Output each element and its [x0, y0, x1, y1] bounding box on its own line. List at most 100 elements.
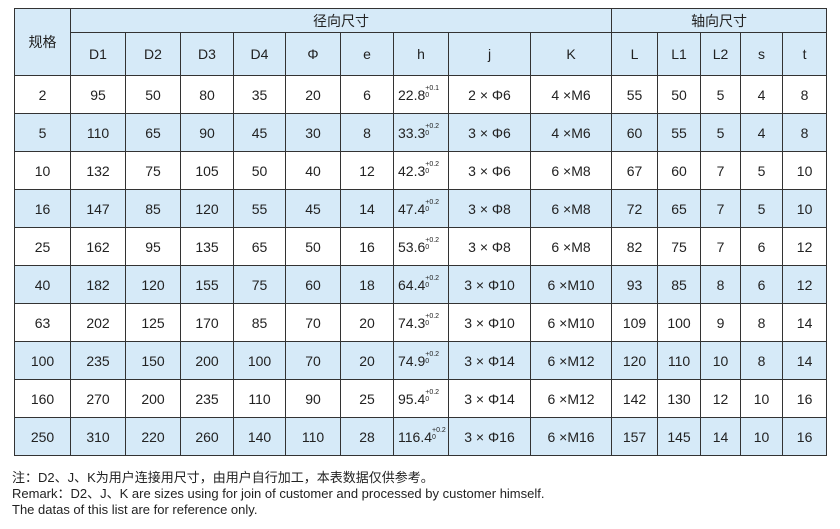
h-tolerance: +0.2 0 [425, 123, 439, 137]
cell-k: 6 ×M8 [529, 189, 613, 228]
cell-e: 20 [340, 303, 394, 342]
cell-d4: 110 [233, 379, 286, 418]
cell-l2: 5 [700, 113, 742, 152]
cell-l: 142 [611, 379, 659, 418]
cell-j: 3 × Φ16 [448, 417, 531, 456]
cell-k: 6 ×M12 [529, 341, 613, 380]
cell-l1: 50 [657, 75, 702, 114]
notes: 注：D2、J、K为用户连接用尺寸，由用户自行加工，本表数据仅供参考。 Remar… [12, 470, 544, 518]
column-header: e [340, 32, 394, 76]
cell-d3: 200 [180, 341, 234, 380]
cell-phi: 70 [285, 303, 341, 342]
cell-h: 53.6 +0.2 0 [393, 227, 449, 266]
note-en-1: Remark：D2、J、K are sizes using for join o… [12, 486, 545, 501]
cell-k: 6 ×M16 [529, 417, 613, 456]
cell-t: 8 [782, 113, 828, 152]
cell-l: 55 [611, 75, 659, 114]
h-tolerance: +0.2 0 [425, 313, 439, 327]
cell-l: 67 [611, 151, 659, 190]
cell-d1: 202 [70, 303, 126, 342]
axial-header: 轴向尺寸 [611, 8, 828, 33]
cell-k: 6 ×M8 [529, 227, 613, 266]
cell-j: 3 × Φ6 [448, 113, 531, 152]
tol-upper: +0.2 [425, 236, 440, 244]
cell-d4: 50 [233, 151, 286, 190]
cell-spec: 160 [14, 379, 71, 418]
cell-e: 6 [340, 75, 394, 114]
cell-l: 93 [611, 265, 659, 304]
h-value: 74.3 [398, 314, 426, 331]
cell-d3: 105 [180, 151, 234, 190]
cell-e: 14 [340, 189, 394, 228]
cell-h: 95.4 +0.2 0 [393, 379, 449, 418]
cell-spec: 63 [14, 303, 71, 342]
cell-l1: 145 [657, 417, 702, 456]
column-header: D2 [125, 32, 181, 76]
cell-s: 4 [740, 113, 784, 152]
tol-lower: 0 [425, 395, 430, 403]
cell-k: 6 ×M10 [529, 303, 613, 342]
cell-d1: 310 [70, 417, 126, 456]
cell-spec: 2 [14, 75, 71, 114]
cell-s: 5 [740, 151, 784, 190]
cell-phi: 110 [285, 417, 341, 456]
h-value: 53.6 [398, 238, 426, 255]
cell-k: 4 ×M6 [529, 75, 613, 114]
table-row: 2 95 50 80 35 20 6 22.8 +0.1 0 2 × Φ6 4 ×M6 55 50 5 4 8 [14, 75, 828, 114]
cell-e: 8 [340, 113, 394, 152]
tol-upper: +0.2 [425, 388, 440, 396]
cell-j: 3 × Φ14 [448, 379, 531, 418]
tol-lower: 0 [425, 129, 430, 137]
cell-k: 6 ×M12 [529, 379, 613, 418]
cell-phi: 30 [285, 113, 341, 152]
cell-l: 82 [611, 227, 659, 266]
tol-lower: 0 [425, 281, 430, 289]
table-row: 100 235 150 200 100 70 20 74.9 +0.2 0 3 × Φ14 6 ×M1… [14, 341, 828, 380]
cell-l: 60 [611, 113, 659, 152]
table-row: 10 132 75 105 50 40 12 42.3 +0.2 0 3 × Φ6 6 ×M8 67 60… [14, 151, 828, 190]
cell-l2: 7 [700, 151, 742, 190]
cell-k: 4 ×M6 [529, 113, 613, 152]
cell-spec: 5 [14, 113, 71, 152]
cell-t: 10 [782, 151, 828, 190]
note-cn: 注：D2、J、K为用户连接用尺寸，由用户自行加工，本表数据仅供参考。 [12, 470, 434, 485]
tol-upper: +0.1 [425, 84, 440, 92]
column-header: j [448, 32, 531, 76]
cell-j: 3 × Φ6 [448, 151, 531, 190]
cell-d1: 162 [70, 227, 126, 266]
cell-l: 120 [611, 341, 659, 380]
cell-d1: 132 [70, 151, 126, 190]
cell-e: 28 [340, 417, 394, 456]
cell-d2: 65 [125, 113, 181, 152]
cell-spec: 10 [14, 151, 71, 190]
cell-d2: 85 [125, 189, 181, 228]
cell-j: 2 × Φ6 [448, 75, 531, 114]
cell-spec: 40 [14, 265, 71, 304]
cell-l1: 110 [657, 341, 702, 380]
cell-l1: 60 [657, 151, 702, 190]
table-row: 40 182 120 155 75 60 18 64.4 +0.2 0 3 × Φ10 6 ×M10 9… [14, 265, 828, 304]
cell-d1: 95 [70, 75, 126, 114]
cell-d2: 220 [125, 417, 181, 456]
cell-j: 3 × Φ14 [448, 341, 531, 380]
h-tolerance: +0.1 0 [425, 85, 439, 99]
cell-h: 47.4 +0.2 0 [393, 189, 449, 228]
cell-e: 25 [340, 379, 394, 418]
cell-j: 3 × Φ10 [448, 265, 531, 304]
cell-d3: 135 [180, 227, 234, 266]
cell-d2: 95 [125, 227, 181, 266]
cell-d2: 125 [125, 303, 181, 342]
cell-phi: 20 [285, 75, 341, 114]
h-value: 47.4 [398, 200, 426, 217]
cell-d4: 45 [233, 113, 286, 152]
table-row: 250 310 220 260 140 110 28 116.4 +0.2 0 3 × Φ16 6 ×… [14, 417, 828, 456]
column-header: K [529, 32, 613, 76]
cell-l: 157 [611, 417, 659, 456]
h-tolerance: +0.2 0 [425, 199, 439, 213]
h-tolerance: +0.2 0 [432, 427, 446, 441]
cell-l: 109 [611, 303, 659, 342]
cell-j: 3 × Φ8 [448, 189, 531, 228]
table-row: 25 162 95 135 65 50 16 53.6 +0.2 0 3 × Φ8 6 ×M8 82 75… [14, 227, 828, 266]
tol-lower: 0 [432, 433, 436, 441]
